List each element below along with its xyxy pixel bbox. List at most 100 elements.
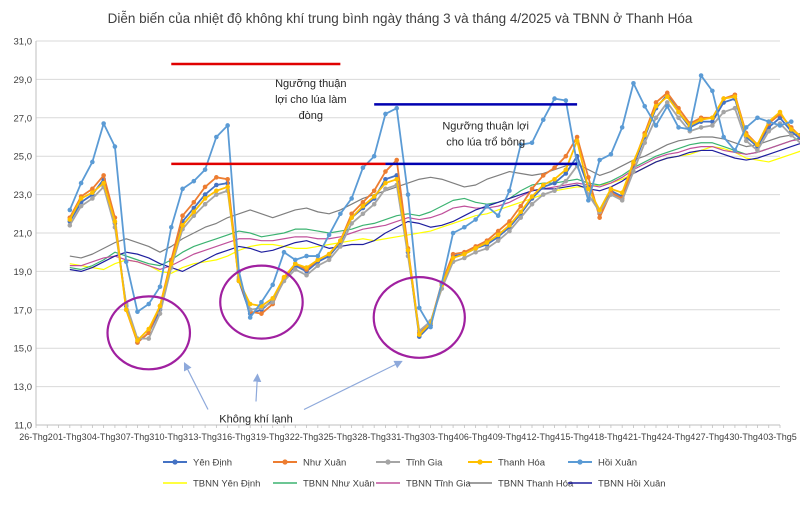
x-tick-label: 26-Thg2 <box>19 432 53 442</box>
data-point <box>450 230 456 236</box>
data-point <box>631 80 636 86</box>
data-point <box>338 211 343 217</box>
x-tick-label: 27-Thg4 <box>696 432 730 442</box>
data-point <box>755 142 760 147</box>
chart-title: Diễn biến của nhiệt độ không khí trung b… <box>108 11 693 26</box>
data-point <box>631 159 636 165</box>
data-point <box>710 88 715 94</box>
data-point <box>112 144 118 149</box>
data-point <box>90 196 95 201</box>
data-point <box>202 192 208 197</box>
y-tick-label: 29,0 <box>14 75 33 86</box>
data-point <box>371 153 377 159</box>
x-tick-label: 10-Thg3 <box>155 432 189 442</box>
data-point <box>416 305 422 311</box>
cold-air-circle <box>219 264 304 340</box>
x-tick-label: 01-Thg3 <box>53 432 87 442</box>
label-cold-air: Không khí lạnh <box>219 413 292 425</box>
data-point <box>540 182 546 188</box>
data-point <box>247 315 253 320</box>
data-point <box>360 203 366 209</box>
legend-label: TBNN Yên Định <box>193 479 260 490</box>
threshold-lines <box>171 62 578 166</box>
data-point <box>394 157 400 163</box>
data-point <box>292 267 298 272</box>
data-point <box>552 188 557 194</box>
data-point <box>281 249 287 255</box>
data-point <box>788 127 794 132</box>
data-point <box>495 228 501 234</box>
data-point <box>664 103 670 109</box>
cold-air-arrow <box>183 362 209 410</box>
legend-item: Tĩnh Gia <box>376 458 443 469</box>
data-point <box>338 244 343 249</box>
data-point <box>349 196 354 201</box>
series-8 <box>69 138 800 271</box>
data-point <box>304 253 309 259</box>
data-point <box>563 167 569 172</box>
legend-label: TBNN Như Xuân <box>303 479 375 490</box>
data-point <box>416 332 422 338</box>
data-point <box>608 186 614 192</box>
data-point <box>135 338 140 343</box>
data-point <box>529 140 535 146</box>
data-point <box>123 307 129 313</box>
data-point <box>642 132 648 138</box>
data-point <box>507 223 512 228</box>
data-point <box>518 209 524 215</box>
data-point <box>428 324 433 330</box>
data-point <box>225 184 230 190</box>
series-7 <box>69 137 800 271</box>
x-tick-label: 06-Thg4 <box>459 432 493 442</box>
data-point <box>552 176 557 182</box>
legend-label: Tĩnh Gia <box>406 458 443 469</box>
data-point <box>450 255 456 261</box>
data-point <box>619 198 625 203</box>
data-point <box>90 159 95 165</box>
legend-label: TBNN Thanh Hóa <box>498 479 574 490</box>
series-line <box>69 137 800 271</box>
cold-air-circle <box>372 276 466 359</box>
series-6 <box>69 146 800 274</box>
data-point <box>664 90 670 96</box>
x-tick-label: 18-Thg4 <box>594 432 628 442</box>
legend-item: TBNN Thanh Hóa <box>468 479 574 490</box>
series-5 <box>67 73 794 330</box>
series-line <box>69 142 800 272</box>
series-10 <box>69 142 800 272</box>
data-point <box>247 301 253 307</box>
series-line <box>69 101 800 340</box>
data-point <box>698 125 704 130</box>
x-tick-label: 28-Thg3 <box>357 432 391 442</box>
data-point <box>360 211 366 217</box>
y-tick-label: 27,0 <box>14 113 33 124</box>
data-point <box>563 171 569 176</box>
data-point <box>202 167 208 172</box>
y-tick-label: 13,0 <box>14 382 33 393</box>
x-tick-label: 09-Thg4 <box>493 432 527 442</box>
legend-swatch-marker <box>385 459 391 465</box>
x-tick-label: 03-Thg4 <box>425 432 459 442</box>
data-point <box>698 117 704 123</box>
grid <box>36 40 780 426</box>
data-point <box>597 207 602 213</box>
legend-label: Thanh Hóa <box>498 458 546 469</box>
data-point <box>777 123 783 128</box>
data-point <box>653 103 659 109</box>
data-point <box>157 284 163 290</box>
data-point <box>518 203 524 209</box>
data-point <box>214 134 219 140</box>
x-tick-label: 15-Thg4 <box>560 432 594 442</box>
data-point <box>101 121 106 126</box>
data-point <box>563 98 569 103</box>
data-point <box>383 176 388 182</box>
data-point <box>214 182 219 188</box>
data-point <box>597 215 602 220</box>
data-point <box>360 199 366 205</box>
data-point <box>743 138 749 144</box>
series-lines <box>67 73 800 345</box>
cold-air-arrow <box>303 360 403 411</box>
data-point <box>135 309 140 315</box>
data-point <box>586 186 591 192</box>
data-point <box>552 96 557 101</box>
